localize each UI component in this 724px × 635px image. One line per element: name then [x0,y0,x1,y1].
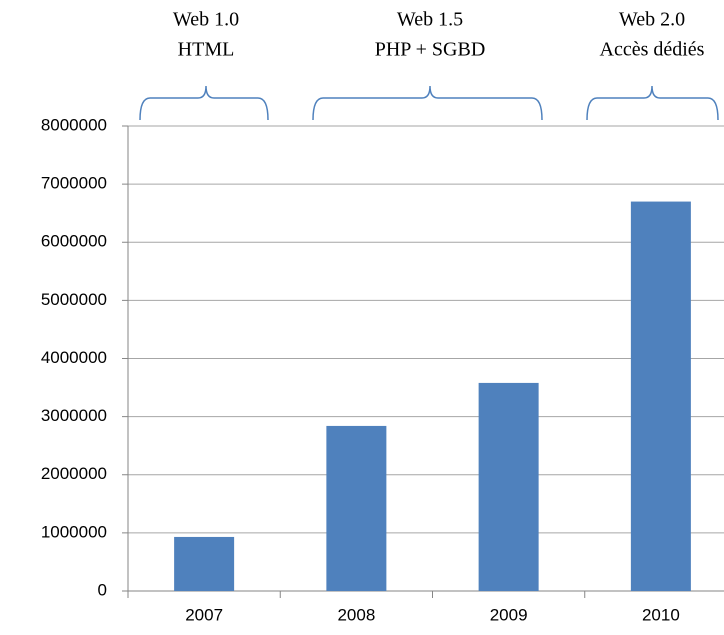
bracket [586,85,719,121]
y-tick-label: 1000000 [41,522,107,541]
annotation: HTML [178,39,235,61]
bracket [312,85,543,121]
bar [630,201,691,591]
y-tick-label: 5000000 [41,290,107,309]
annotation: Web 2.0 [619,9,685,31]
annotation: Accès dédiés [600,39,705,61]
y-tick-label: 3000000 [41,406,107,425]
bar [326,425,387,591]
bar [478,382,539,591]
x-tick-label: 2010 [642,605,680,624]
y-tick-label: 2000000 [41,464,107,483]
annotation: Web 1.5 [397,9,463,31]
bracket [139,85,269,121]
y-tick-label: 7000000 [41,174,107,193]
y-tick-label: 4000000 [41,348,107,367]
x-tick-label: 2007 [185,605,223,624]
x-tick-label: 2008 [337,605,375,624]
y-tick-label: 6000000 [41,232,107,251]
annotation: Web 1.0 [173,9,239,31]
y-tick-label: 8000000 [41,115,107,134]
y-tick-label: 0 [98,580,107,599]
bar [174,536,235,591]
annotation: PHP + SGBD [375,39,486,61]
x-tick-label: 2009 [490,605,528,624]
